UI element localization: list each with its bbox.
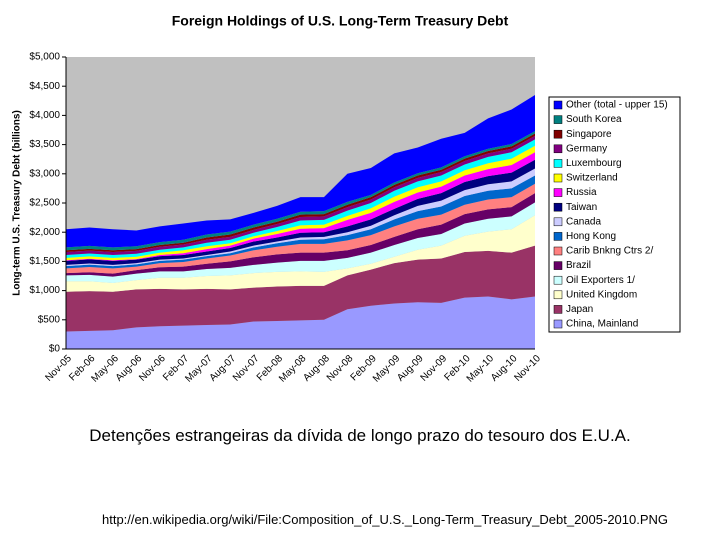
legend-swatch xyxy=(553,319,563,329)
legend-swatch xyxy=(553,275,563,285)
y-tick-label: $2,000 xyxy=(29,227,60,238)
legend-swatch xyxy=(553,188,563,197)
area xyxy=(66,94,535,248)
legend-swatch xyxy=(553,290,563,300)
area xyxy=(66,202,535,284)
legend-label: Oil Exporters 1/ xyxy=(566,275,635,286)
legend-swatch xyxy=(553,305,563,314)
y-tick-label: $5,000 xyxy=(29,52,60,63)
legend-label: China, Mainland xyxy=(566,319,638,330)
legend-label: Taiwan xyxy=(566,202,597,213)
legend-swatch xyxy=(553,217,563,227)
legend-label: United Kingdom xyxy=(566,289,637,300)
legend-label: Hong Kong xyxy=(566,231,616,242)
legend-label: South Korea xyxy=(566,114,622,125)
legend-swatch xyxy=(553,173,563,183)
area xyxy=(66,215,535,292)
legend-swatch xyxy=(553,159,563,168)
y-tick-label: $500 xyxy=(38,314,61,325)
area xyxy=(66,296,535,349)
legend-swatch xyxy=(553,100,563,110)
caption: Detenções estrangeiras da dívida de long… xyxy=(89,426,631,445)
chart-title: Foreign Holdings of U.S. Long-Term Treas… xyxy=(172,13,509,29)
legend-label: Singapore xyxy=(566,129,612,140)
chart: Foreign Holdings of U.S. Long-Term Treas… xyxy=(12,13,681,385)
legend-swatch xyxy=(553,129,563,139)
y-tick-label: $4,500 xyxy=(29,81,60,92)
legend-label: Germany xyxy=(566,143,607,154)
legend-swatch xyxy=(553,115,563,124)
legend-swatch xyxy=(553,202,563,212)
legend-label: Japan xyxy=(566,304,593,315)
y-tick-label: $4,000 xyxy=(29,110,60,121)
y-tick-label: $2,500 xyxy=(29,198,60,209)
legend-swatch xyxy=(553,144,563,154)
area xyxy=(66,193,535,277)
legend-swatch xyxy=(553,246,563,256)
legend-label: Canada xyxy=(566,216,601,227)
area xyxy=(66,245,535,332)
legend-swatch xyxy=(553,261,563,270)
y-tick-label: $1,500 xyxy=(29,256,60,267)
y-tick-label: $0 xyxy=(49,344,61,355)
legend-box xyxy=(548,96,681,333)
y-tick-label: $1,000 xyxy=(29,285,60,296)
legend-swatch xyxy=(553,232,563,241)
y-tick-label: $3,500 xyxy=(29,139,60,150)
legend-label: Other (total - upper 15) xyxy=(566,100,668,111)
legend-label: Carib Bnkng Ctrs 2/ xyxy=(566,246,653,257)
legend-label: Brazil xyxy=(566,260,591,271)
x-tick-label: Nov-10 xyxy=(512,353,543,384)
source-url: http://en.wikipedia.org/wiki/File:Compos… xyxy=(102,512,669,527)
legend-label: Russia xyxy=(566,187,597,198)
y-axis-label: Long-term U.S. Treasury Debt (billions) xyxy=(12,110,23,296)
legend-label: Switzerland xyxy=(566,173,618,184)
y-tick-label: $3,000 xyxy=(29,168,60,179)
legend-label: Luxembourg xyxy=(566,158,622,169)
